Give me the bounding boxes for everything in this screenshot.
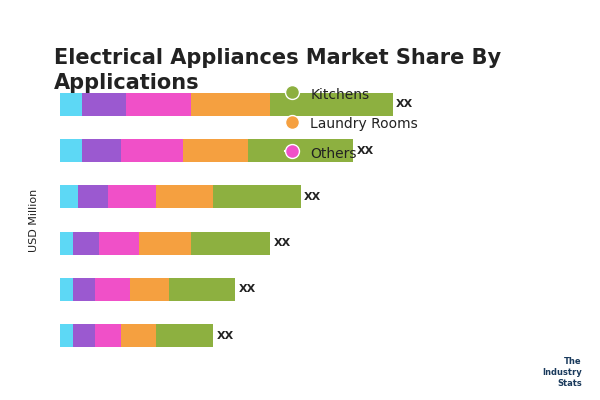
Bar: [108, 185, 156, 208]
Text: XX: XX: [396, 99, 413, 109]
Bar: [60, 278, 73, 301]
Text: XX: XX: [357, 146, 374, 156]
Legend: Kitchens, Laundry Rooms, Others: Kitchens, Laundry Rooms, Others: [278, 79, 425, 169]
Bar: [213, 185, 301, 208]
Text: The
Industry
Stats: The Industry Stats: [542, 357, 582, 388]
Text: XX: XX: [239, 284, 256, 294]
Bar: [60, 139, 82, 162]
Bar: [82, 93, 125, 116]
Bar: [169, 278, 235, 301]
Text: XX: XX: [217, 331, 234, 341]
Bar: [60, 185, 77, 208]
Bar: [60, 93, 82, 116]
Text: XX: XX: [274, 238, 291, 248]
Bar: [121, 139, 182, 162]
Bar: [82, 139, 121, 162]
Bar: [125, 93, 191, 116]
Bar: [100, 232, 139, 255]
Bar: [77, 185, 108, 208]
Bar: [191, 93, 270, 116]
Bar: [121, 324, 156, 347]
Bar: [95, 324, 121, 347]
Bar: [156, 185, 213, 208]
Bar: [156, 324, 213, 347]
Text: USD Million: USD Million: [29, 188, 39, 252]
Bar: [73, 278, 95, 301]
Text: Electrical Appliances Market Share By
Applications: Electrical Appliances Market Share By Ap…: [54, 48, 501, 93]
Text: XX: XX: [304, 192, 322, 202]
Bar: [130, 278, 169, 301]
Bar: [248, 139, 353, 162]
Bar: [191, 232, 270, 255]
Bar: [270, 93, 392, 116]
Bar: [95, 278, 130, 301]
Bar: [60, 232, 73, 255]
Bar: [73, 232, 100, 255]
Bar: [60, 324, 73, 347]
Bar: [182, 139, 248, 162]
Bar: [73, 324, 95, 347]
Bar: [139, 232, 191, 255]
